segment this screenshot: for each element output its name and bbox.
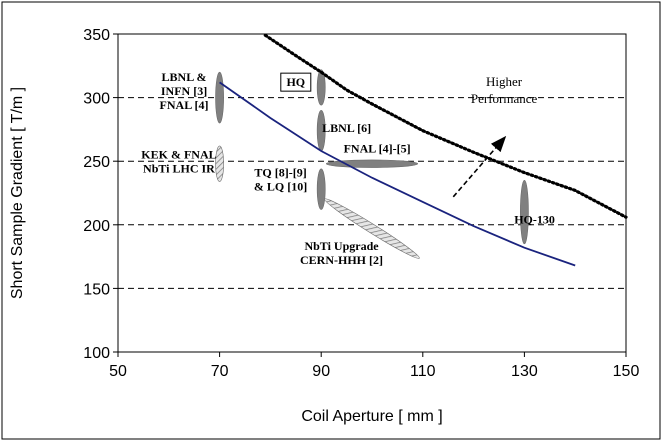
- annotation-fnal45: FNAL [4]-[5]: [344, 141, 411, 155]
- annotation-text: NbTi LHC IR: [143, 162, 215, 176]
- plot-area: [117, 33, 627, 353]
- annotation-higher-perf: Higher Performance: [471, 74, 538, 106]
- region-ellipse: [324, 198, 420, 259]
- annotation-hq: HQ: [280, 72, 312, 92]
- y-tick-label: 100: [83, 345, 110, 362]
- y-tick-label: 350: [83, 27, 110, 44]
- annotation-text: HQ-130: [514, 213, 555, 227]
- annotation-text: CERN-HHH [2]: [300, 253, 383, 267]
- x-tick-label: 150: [613, 363, 640, 380]
- annotation-box: [280, 72, 312, 92]
- annotation-text: KEK & FNAL: [141, 148, 216, 162]
- annotation-text: HQ: [286, 75, 305, 89]
- annotation-text: NbTi Upgrade: [304, 239, 379, 253]
- annotation-text: Performance: [471, 91, 538, 106]
- series: [219, 33, 628, 267]
- annotation-text: & LQ [10]: [254, 179, 307, 193]
- annotation-lbnl6: LBNL [6]: [322, 121, 371, 135]
- y-tick-label: 300: [83, 91, 110, 108]
- region-ellipse: [215, 71, 224, 124]
- ellipses: [215, 69, 529, 259]
- annotation-text: LBNL &: [162, 70, 207, 84]
- annotation-text: Higher: [486, 74, 523, 89]
- x-tick-label: 110: [410, 363, 436, 380]
- x-tick-label: 90: [312, 363, 330, 380]
- y-tick-label: 250: [83, 154, 110, 171]
- annotation-hq130: HQ-130: [514, 213, 555, 227]
- y-tick-label: 200: [83, 218, 110, 235]
- region-ellipse: [316, 168, 326, 210]
- annotation-tq-lq: TQ [8]-[9]& LQ [10]: [254, 165, 307, 193]
- x-tick-label: 70: [211, 363, 229, 380]
- performance-arrow: [452, 135, 507, 198]
- solid-series-line: [219, 81, 576, 267]
- x-tick-label: 50: [109, 363, 127, 380]
- dotted-series-line: [263, 33, 628, 219]
- region-ellipse: [215, 145, 224, 182]
- region-ellipse: [316, 69, 326, 106]
- axes: 100 150 200 250 300 350 50 70 90 110 130 150: [83, 27, 639, 380]
- x-axis-title: Coil Aperture [ mm ]: [301, 408, 442, 425]
- annotation-lbnl-infn: LBNL &INFN [3]FNAL [4]: [160, 70, 209, 112]
- annotation-text: LBNL [6]: [322, 121, 371, 135]
- region-ellipse: [520, 179, 529, 245]
- annotation-text: TQ [8]-[9]: [254, 165, 306, 179]
- annotation-text: INFN [3]: [161, 84, 207, 98]
- annotation-text: FNAL [4]-[5]: [344, 141, 411, 155]
- annotation-text: FNAL [4]: [160, 98, 209, 112]
- x-tick-label: 130: [511, 363, 538, 380]
- y-axis-title: Short Sample Gradient [ T/m ]: [9, 87, 26, 299]
- y-tick-label: 150: [83, 281, 110, 298]
